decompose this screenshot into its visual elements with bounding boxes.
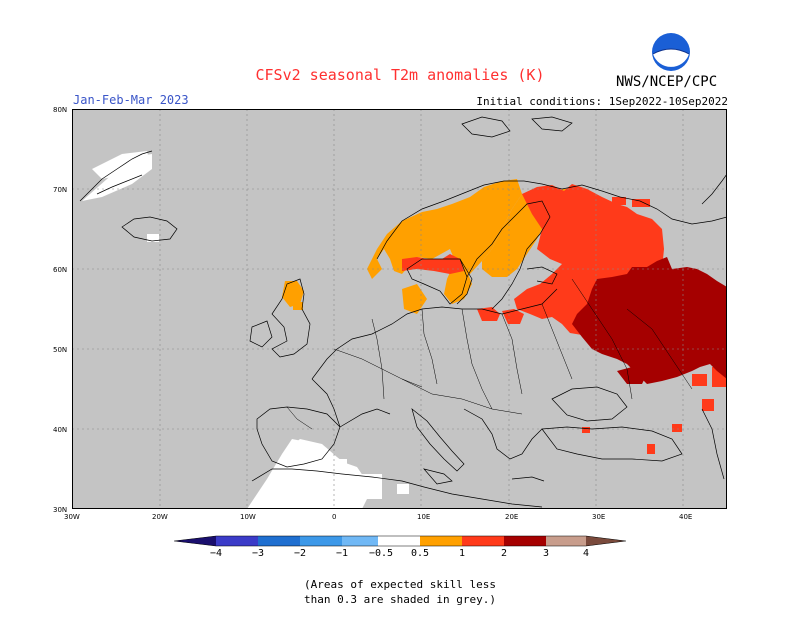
- lat-tick-40n: 40N: [53, 426, 68, 434]
- colorbar-label-minus1: −1: [335, 548, 349, 559]
- colorbar-3-4: [546, 536, 586, 546]
- season-label: Jan-Feb-Mar 2023: [73, 93, 189, 107]
- colorbar-label-05: 0.5: [410, 548, 430, 559]
- lat-tick-80n: 80N: [53, 106, 68, 114]
- skill-note-line1: (Areas of expected skill less: [303, 578, 497, 591]
- colorbar-minus4-minus3: [216, 536, 258, 546]
- initial-conditions-label: Initial conditions: 1Sep2022-10Sep2022: [476, 95, 728, 108]
- colorbar-05-1: [420, 536, 462, 546]
- lat-tick-30n: 30N: [53, 506, 68, 514]
- borders: [286, 278, 693, 430]
- colorbar-label-minus05: −0.5: [368, 548, 394, 559]
- colorbar-minus05-05: [378, 536, 420, 546]
- lon-tick-30e: 30E: [592, 513, 606, 521]
- colorbar-label-2: 2: [500, 548, 508, 559]
- lon-tick-20w: 20W: [152, 513, 168, 521]
- lat-tick-60n: 60N: [53, 266, 68, 274]
- lon-tick-30w: 30W: [64, 513, 80, 521]
- lon-tick-10w: 10W: [240, 513, 256, 521]
- colorbar-minus3-minus2: [258, 536, 300, 546]
- noaa-logo: [652, 33, 690, 71]
- lon-tick-40e: 40E: [679, 513, 693, 521]
- anomaly-map: [72, 109, 727, 509]
- colorbar-label-4: 4: [582, 548, 590, 559]
- darkred-regions: [572, 257, 727, 384]
- colorbar: [174, 535, 626, 547]
- colorbar-label-3: 3: [542, 548, 550, 559]
- lon-tick-20e: 20E: [505, 513, 519, 521]
- colorbar-label-minus3: −3: [251, 548, 265, 559]
- skill-note-line2: than 0.3 are shaded in grey.): [303, 593, 497, 606]
- colorbar-label-minus2: −2: [293, 548, 307, 559]
- colorbar-lt-minus4: [174, 536, 216, 546]
- agency-label: NWS/NCEP/CPC: [616, 74, 718, 90]
- colorbar-2-3: [504, 536, 546, 546]
- chart-title: CFSv2 seasonal T2m anomalies (K): [255, 66, 545, 84]
- skill-note: (Areas of expected skill less than 0.3 a…: [0, 577, 800, 607]
- lat-tick-50n: 50N: [53, 346, 68, 354]
- lon-tick-0: 0: [332, 513, 337, 521]
- lat-tick-70n: 70N: [53, 186, 68, 194]
- lon-tick-10e: 10E: [417, 513, 431, 521]
- colorbar-1-2: [462, 536, 504, 546]
- white-regions: [82, 151, 409, 509]
- colorbar-label-minus4: −4: [209, 548, 223, 559]
- colorbar-gt-4: [586, 536, 626, 546]
- colorbar-minus1-minus05: [342, 536, 378, 546]
- colorbar-minus2-minus1: [300, 536, 342, 546]
- colorbar-label-1: 1: [458, 548, 466, 559]
